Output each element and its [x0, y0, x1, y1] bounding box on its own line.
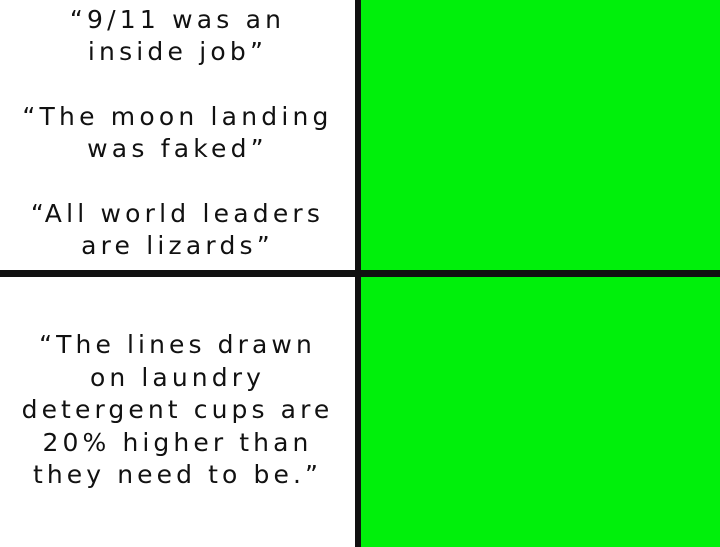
quote-inside-job: “9/11 was an inside job”	[69, 5, 286, 66]
bottom-right-green-panel	[361, 277, 720, 547]
quote-detergent-cups: “The lines drawn on laundry detergent cu…	[21, 330, 334, 489]
bottom-left-panel: “The lines drawn on laundry detergent cu…	[0, 277, 355, 547]
quote-moon-landing: “The moon landing was faked”	[22, 102, 333, 163]
top-right-green-panel	[361, 0, 720, 270]
quote-lizards: “All world leaders are lizards”	[30, 199, 325, 260]
top-left-panel: “9/11 was an inside job” “The moon landi…	[0, 0, 355, 270]
